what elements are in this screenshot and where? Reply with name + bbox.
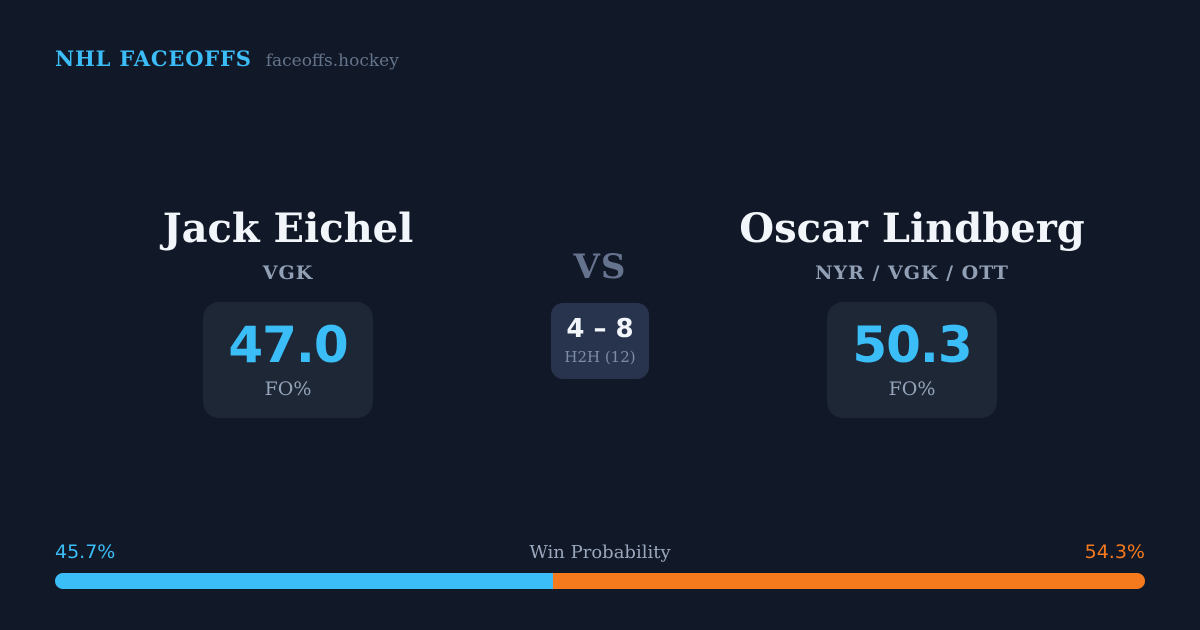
- stat-card-right: 50.3 FO%: [827, 302, 997, 418]
- win-prob-right-pct: 54.3%: [1084, 541, 1145, 563]
- matchup-column: VS 4 – 8 H2H (12): [500, 247, 700, 380]
- win-prob-left-fill: [55, 573, 554, 589]
- stat-value-left: 47.0: [228, 316, 348, 374]
- stat-label-left: FO%: [264, 378, 312, 400]
- player-name-right: Oscar Lindberg: [739, 205, 1085, 252]
- player-teams-left: VGK: [262, 262, 314, 284]
- vs-label: VS: [573, 247, 627, 287]
- win-probability-section: 45.7% Win Probability 54.3%: [55, 541, 1145, 589]
- site-domain: faceoffs.hockey: [265, 51, 399, 71]
- h2h-record: 4 – 8: [566, 314, 634, 345]
- win-prob-title: Win Probability: [529, 542, 671, 563]
- header: NHL FACEOFFS faceoffs.hockey: [55, 46, 399, 71]
- stat-card-left: 47.0 FO%: [203, 302, 373, 418]
- win-probability-labels: 45.7% Win Probability 54.3%: [55, 541, 1145, 563]
- brand-title: NHL FACEOFFS: [55, 46, 252, 71]
- player-column-right: Oscar Lindberg NYR / VGK / OTT 50.3 FO%: [712, 206, 1112, 418]
- player-name-left: Jack Eichel: [162, 205, 414, 252]
- win-prob-bar: [55, 573, 1145, 589]
- stat-label-right: FO%: [888, 378, 936, 400]
- player-column-left: Jack Eichel VGK 47.0 FO%: [88, 206, 488, 418]
- stat-value-right: 50.3: [852, 316, 972, 374]
- h2h-games-label: H2H (12): [564, 348, 636, 367]
- player-teams-right: NYR / VGK / OTT: [815, 262, 1009, 284]
- win-prob-right-fill: [553, 573, 1145, 589]
- h2h-card: 4 – 8 H2H (12): [551, 303, 649, 380]
- win-prob-left-pct: 45.7%: [55, 541, 116, 563]
